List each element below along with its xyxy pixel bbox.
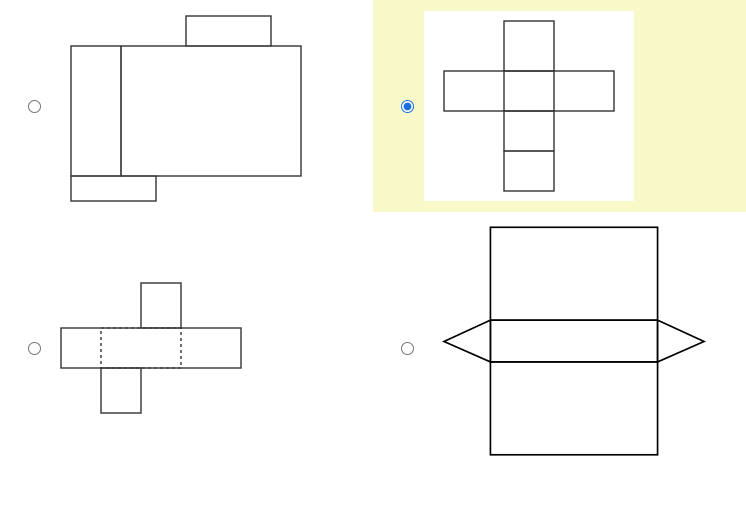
figure-net-a (51, 6, 311, 206)
options-grid (0, 0, 746, 484)
option-b[interactable] (373, 0, 746, 212)
option-c[interactable] (0, 212, 373, 484)
figure-net-b (424, 11, 634, 201)
figure-d-wrap (424, 218, 736, 478)
figure-b-wrap (424, 11, 736, 201)
figure-net-d (424, 218, 724, 478)
radio-option-a[interactable] (28, 100, 41, 113)
option-d[interactable] (373, 212, 746, 484)
figure-a-wrap (51, 6, 363, 206)
figure-c-wrap (51, 273, 363, 423)
radio-option-c[interactable] (28, 342, 41, 355)
radio-option-b[interactable] (401, 100, 414, 113)
radio-option-d[interactable] (401, 342, 414, 355)
figure-net-c (51, 273, 251, 423)
option-a[interactable] (0, 0, 373, 212)
